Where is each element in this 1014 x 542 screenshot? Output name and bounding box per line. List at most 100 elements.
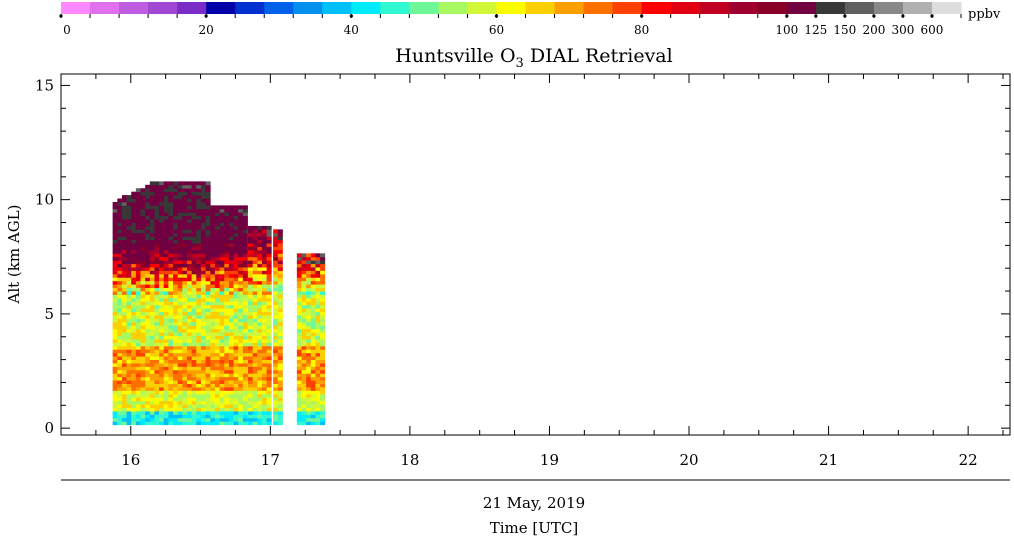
heatmap-cell — [320, 273, 326, 278]
heatmap-cell — [186, 291, 193, 295]
heatmap-cell — [149, 260, 155, 265]
heatmap-cell — [233, 253, 239, 258]
heatmap-cell — [261, 253, 267, 258]
heatmap-cell — [301, 325, 307, 330]
heatmap-cell — [159, 236, 165, 241]
heatmap-cell — [112, 352, 118, 357]
heatmap-cell — [173, 184, 179, 189]
heatmap-cell — [182, 335, 188, 340]
heatmap-cell — [266, 421, 272, 426]
heatmap-cell — [117, 349, 123, 354]
heatmap-cell — [135, 222, 141, 227]
heatmap-cell — [242, 294, 248, 299]
heatmap-cell — [131, 366, 137, 371]
heatmap-cell — [277, 373, 283, 378]
heatmap-cell — [200, 387, 206, 391]
heatmap-cell — [186, 212, 193, 217]
heatmap-cell — [159, 328, 165, 333]
heatmap-cell — [252, 393, 258, 398]
heatmap-cell — [248, 277, 254, 282]
heatmap-cell — [191, 315, 197, 319]
heatmap-cell — [196, 280, 202, 285]
heatmap-cell — [121, 219, 127, 223]
heatmap-cell — [117, 284, 123, 289]
heatmap-cell — [205, 280, 211, 285]
heatmap-cell — [214, 215, 221, 220]
heatmap-cell — [310, 380, 316, 384]
heatmap-cell — [112, 260, 118, 265]
heatmap-cell — [191, 208, 197, 213]
heatmap-cell — [252, 232, 258, 237]
heatmap-cell — [266, 270, 272, 275]
heatmap-cell — [140, 325, 146, 330]
colorbar-swatch — [438, 2, 468, 14]
heatmap-cell — [145, 301, 151, 306]
heatmap-cell — [149, 349, 155, 354]
heatmap-cell — [306, 335, 312, 340]
heatmap-cell — [210, 304, 216, 309]
heatmap-cell — [186, 236, 193, 241]
heatmap-cell — [205, 328, 211, 333]
heatmap-cell — [219, 291, 225, 295]
heatmap-cell — [145, 359, 151, 364]
heatmap-cell — [145, 342, 151, 347]
heatmap-cell — [273, 321, 279, 326]
heatmap-cell — [238, 273, 244, 278]
heatmap-cell — [248, 335, 254, 340]
heatmap-cell — [149, 208, 155, 213]
heatmap-cell — [149, 397, 155, 402]
heatmap-cell — [228, 232, 234, 237]
heatmap-cell — [205, 311, 211, 316]
heatmap-cell — [228, 267, 234, 271]
heatmap-cell — [210, 393, 216, 398]
heatmap-cell — [112, 407, 118, 412]
heatmap-cell — [140, 297, 146, 302]
heatmap-cell — [149, 267, 155, 271]
heatmap-cell — [135, 417, 141, 422]
heatmap-cell — [266, 400, 272, 405]
colorbar-swatch — [351, 2, 381, 14]
heatmap-cell — [296, 284, 302, 289]
heatmap-cell — [121, 421, 127, 426]
heatmap-cell — [168, 294, 174, 299]
heatmap-cell — [301, 393, 307, 398]
heatmap-cell — [224, 342, 230, 347]
heatmap-cell — [168, 236, 174, 241]
heatmap-cell — [320, 263, 326, 268]
heatmap-cell — [126, 212, 132, 217]
heatmap-cell — [145, 332, 151, 337]
heatmap-cell — [205, 215, 211, 220]
heatmap-cell — [296, 297, 302, 302]
heatmap-cell — [159, 383, 165, 388]
heatmap-cell — [266, 229, 272, 234]
heatmap-cell — [277, 366, 283, 371]
heatmap-cell — [273, 311, 279, 316]
heatmap-cell — [205, 411, 211, 415]
heatmap-cell — [135, 263, 141, 268]
heatmap-cell — [219, 260, 225, 265]
heatmap-cell — [173, 411, 179, 415]
heatmap-cell — [306, 414, 312, 419]
heatmap-cell — [191, 369, 197, 374]
heatmap-cell — [186, 249, 193, 254]
heatmap-cell — [205, 249, 211, 254]
heatmap-cell — [273, 373, 279, 378]
heatmap-cell — [168, 205, 174, 210]
heatmap-cell — [117, 321, 123, 326]
heatmap-cell — [224, 339, 230, 343]
heatmap-cell — [238, 212, 244, 217]
heatmap-cell — [238, 294, 244, 299]
heatmap-cell — [277, 400, 283, 405]
heatmap-cell — [145, 260, 151, 265]
heatmap-cell — [126, 318, 132, 323]
heatmap-cell — [200, 369, 206, 374]
heatmap-cell — [224, 256, 230, 261]
heatmap-cell — [112, 256, 118, 261]
heatmap-cell — [248, 393, 254, 398]
heatmap-cell — [200, 332, 206, 337]
heatmap-cell — [214, 304, 221, 309]
heatmap-cell — [131, 380, 137, 384]
heatmap-cell — [186, 366, 193, 371]
heatmap-cell — [228, 414, 234, 419]
heatmap-cell — [173, 188, 179, 193]
